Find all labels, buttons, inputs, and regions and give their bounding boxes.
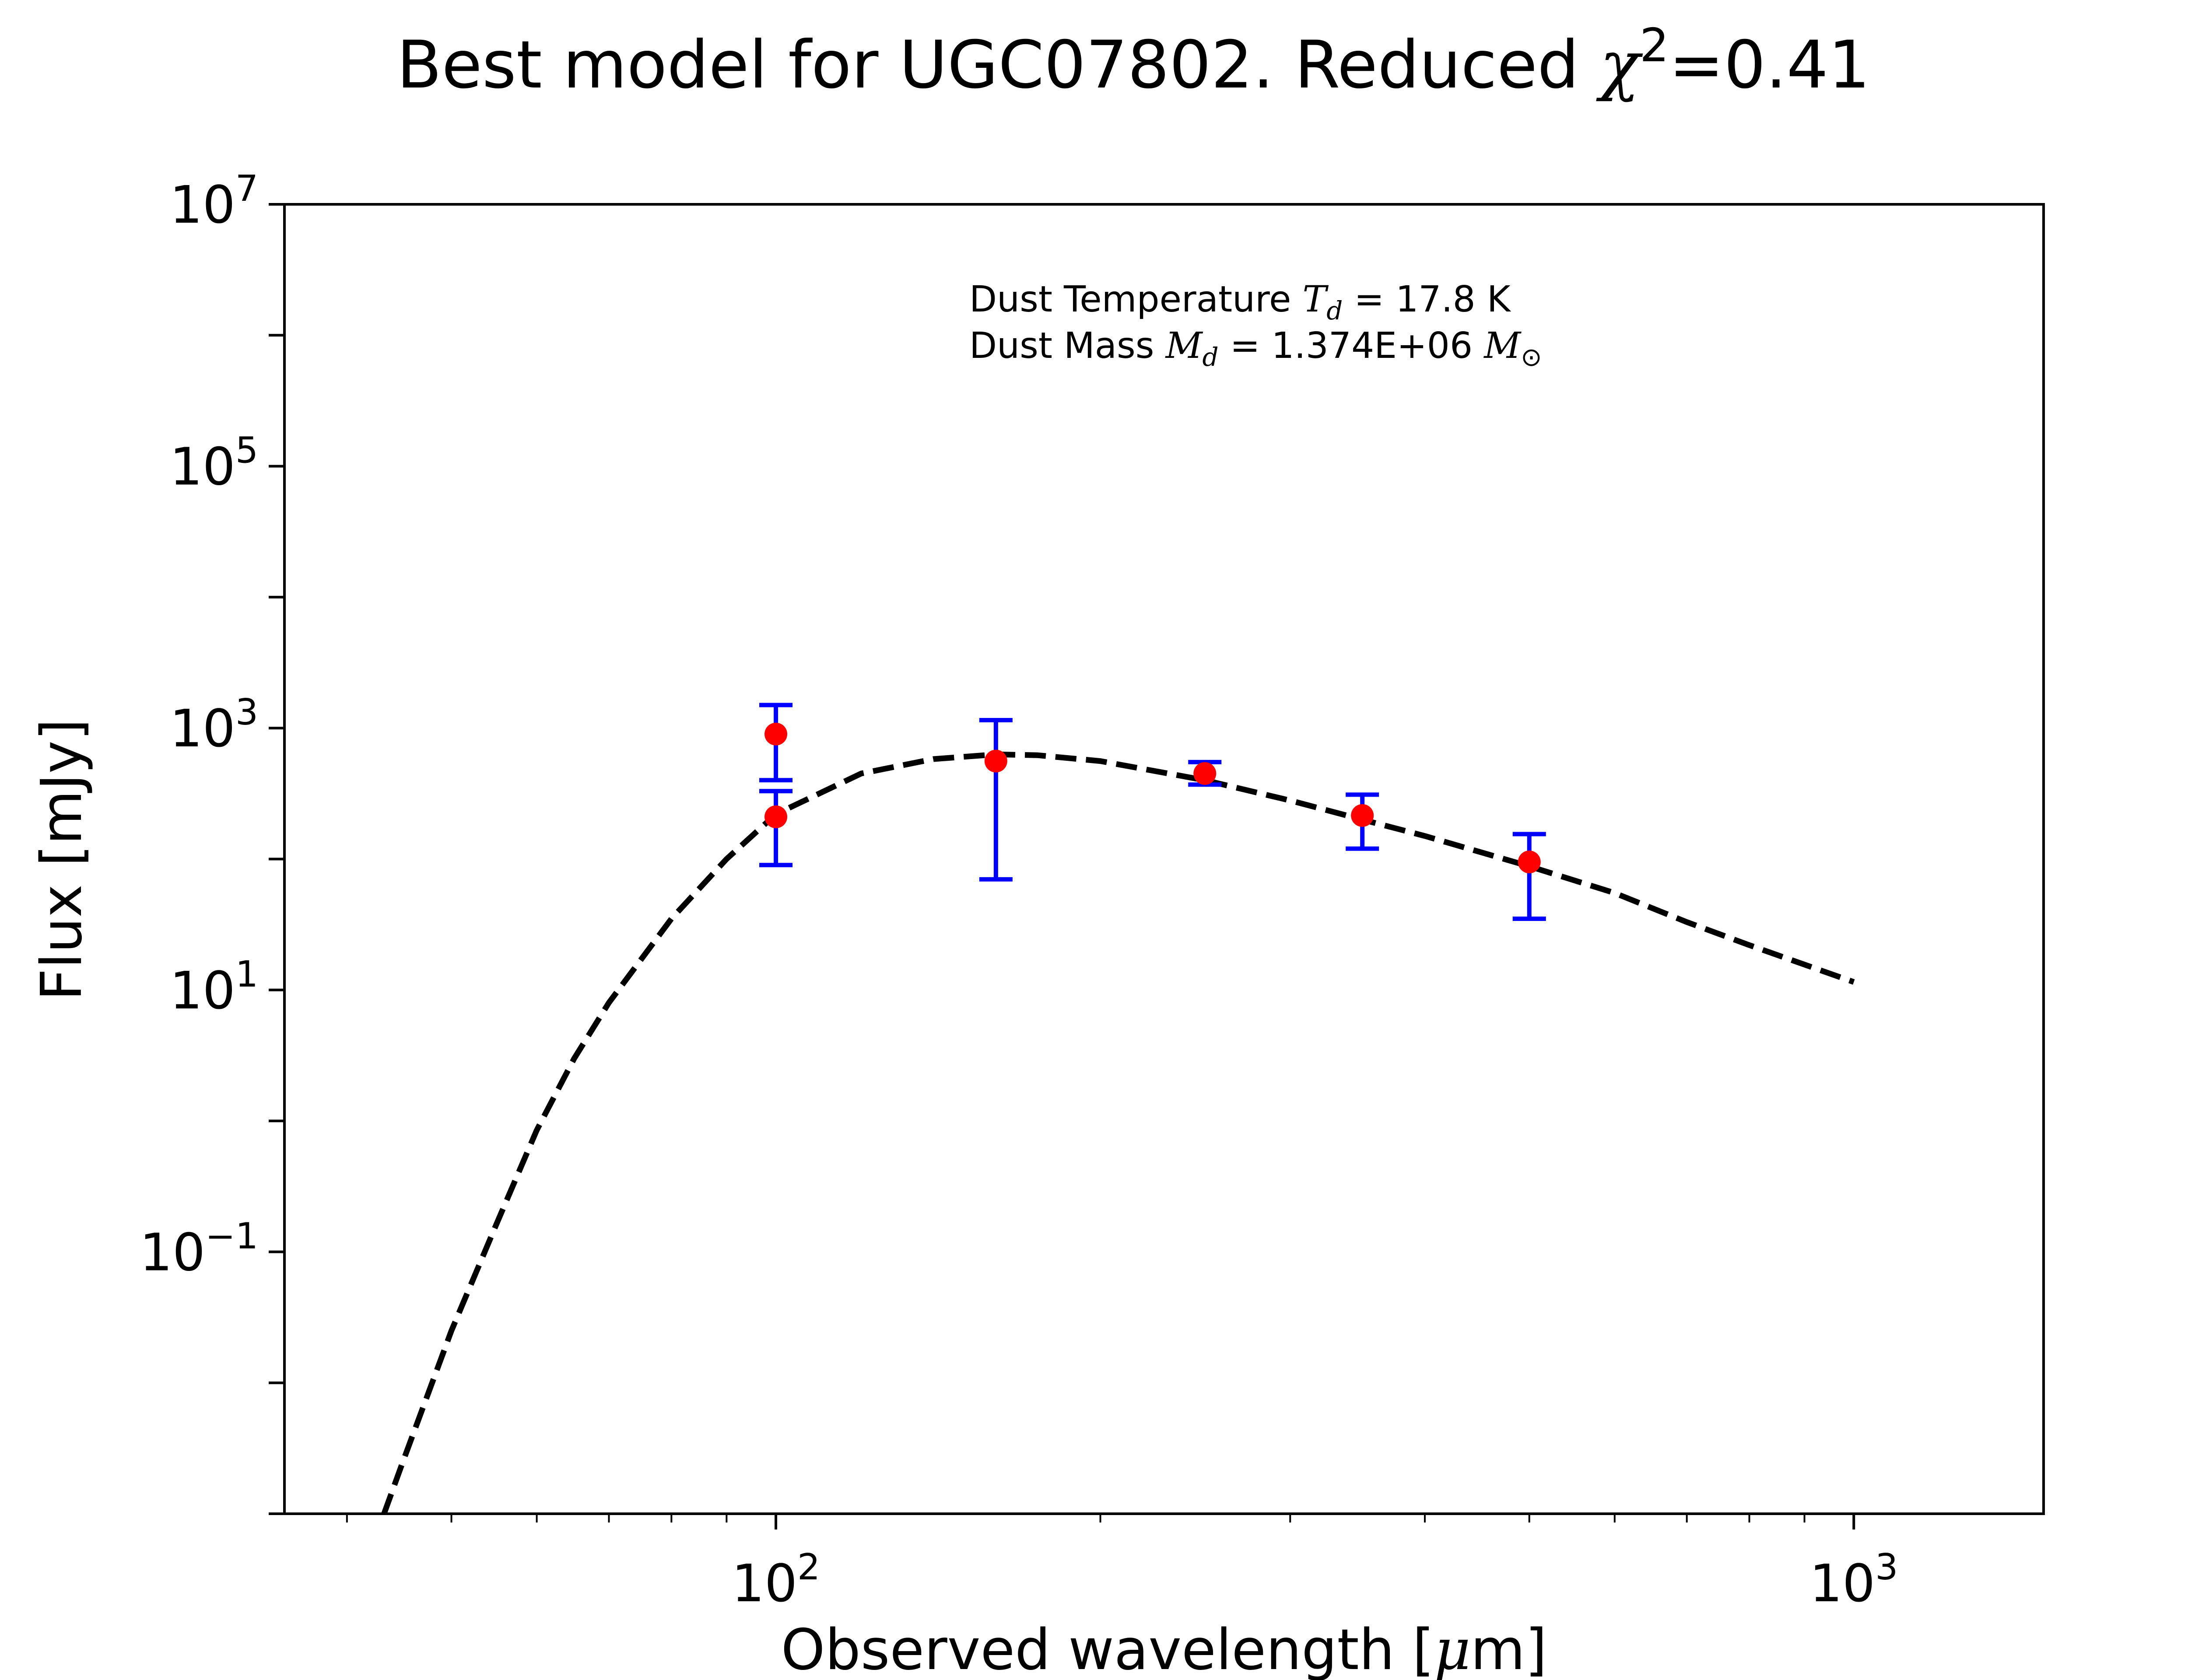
chart-title: Best model for UGC07802. Reduced χ2=0.41 <box>397 19 1870 103</box>
y-tick-label: 103 <box>170 692 258 759</box>
y-axis-label: Flux [mJy] <box>29 719 95 1001</box>
title-suffix: =0.41 <box>1669 27 1870 103</box>
data-point <box>1193 762 1217 785</box>
data-point <box>764 805 788 829</box>
y-axis-ticks: 10−1 101 103 105 107 <box>140 168 284 1515</box>
title-chi: χ <box>1596 27 1643 103</box>
y-tick-label: 105 <box>170 430 258 497</box>
y-tick-label: 107 <box>170 168 258 235</box>
data-point <box>1351 804 1374 827</box>
data-point <box>1518 850 1541 874</box>
plot-area: 102 103 10−1 101 103 105 107 <box>140 168 2045 1614</box>
errorbar-layer <box>759 703 1546 921</box>
model-curve <box>381 751 1855 1515</box>
dust-temperature-label: Dust Temperature Td = 17.8 K <box>969 279 1511 326</box>
title-superscript: 2 <box>1640 19 1669 72</box>
x-axis-label: Observed wavelength [μm] <box>781 1617 1547 1680</box>
title-prefix: Best model for UGC07802. Reduced <box>397 27 1600 103</box>
x-tick-label: 102 <box>732 1547 820 1614</box>
plot-frame <box>283 203 2045 1515</box>
marker-layer <box>764 722 1541 874</box>
dust-mass-label: Dust Mass Md = 1.374E+06 M⊙ <box>969 325 1542 372</box>
y-tick-label: 101 <box>170 954 258 1021</box>
data-point <box>984 749 1007 773</box>
model-layer <box>381 751 1855 1515</box>
x-axis-ticks: 102 103 <box>346 1514 1898 1614</box>
x-tick-label: 103 <box>1809 1547 1898 1614</box>
data-point <box>764 722 788 746</box>
y-tick-label: 10−1 <box>140 1215 258 1282</box>
